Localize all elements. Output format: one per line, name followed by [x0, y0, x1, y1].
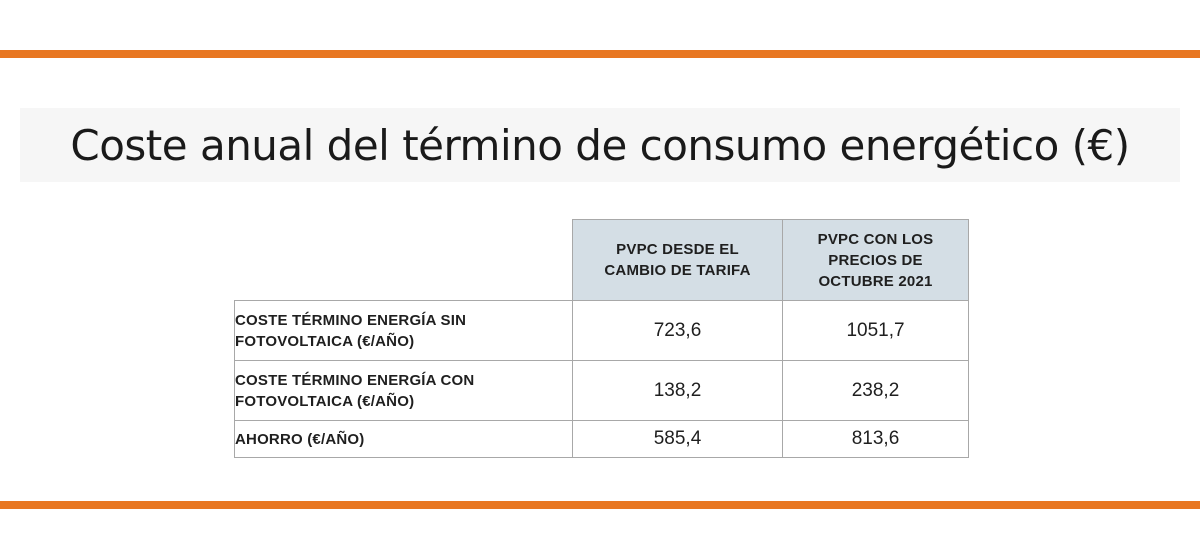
row-label-cell: AHORRO (€/AÑO): [234, 420, 573, 458]
value-cell: 723,6: [572, 300, 783, 361]
column-header: PVPC DESDE EL CAMBIO DE TARIFA: [572, 219, 783, 301]
table-row: AHORRO (€/AÑO) 585,4 813,6: [234, 420, 969, 458]
table-row: COSTE TÉRMINO ENERGÍA SIN FOTOVOLTAICA (…: [234, 300, 969, 361]
column-header-label: PVPC DESDE EL CAMBIO DE TARIFA: [604, 241, 751, 279]
title-background: [20, 108, 1180, 182]
page-title: Coste anual del término de consumo energ…: [70, 121, 1130, 170]
table-corner-cell: [235, 220, 573, 301]
column-header: PVPC CON LOS PRECIOS DE OCTUBRE 2021: [782, 219, 969, 301]
table-row: COSTE TÉRMINO ENERGÍA CON FOTOVOLTAICA (…: [234, 360, 969, 421]
value-cell: 138,2: [572, 360, 783, 421]
value-cell: 585,4: [572, 420, 783, 458]
value-cell: 813,6: [782, 420, 969, 458]
table-header-row: PVPC DESDE EL CAMBIO DE TARIFA PVPC CON …: [235, 219, 969, 301]
cost-table: PVPC DESDE EL CAMBIO DE TARIFA PVPC CON …: [234, 219, 969, 458]
bottom-accent-rule: [0, 501, 1200, 509]
top-accent-rule: [0, 50, 1200, 58]
row-label: AHORRO (€/AÑO): [235, 430, 365, 448]
row-label-cell: COSTE TÉRMINO ENERGÍA CON FOTOVOLTAICA (…: [234, 360, 573, 421]
row-label-cell: COSTE TÉRMINO ENERGÍA SIN FOTOVOLTAICA (…: [234, 300, 573, 361]
value-cell: 1051,7: [782, 300, 969, 361]
value-cell: 238,2: [782, 360, 969, 421]
row-label: COSTE TÉRMINO ENERGÍA SIN FOTOVOLTAICA (…: [235, 311, 467, 350]
column-header-label: PVPC CON LOS PRECIOS DE OCTUBRE 2021: [817, 230, 934, 290]
row-label: COSTE TÉRMINO ENERGÍA CON FOTOVOLTAICA (…: [235, 371, 475, 410]
